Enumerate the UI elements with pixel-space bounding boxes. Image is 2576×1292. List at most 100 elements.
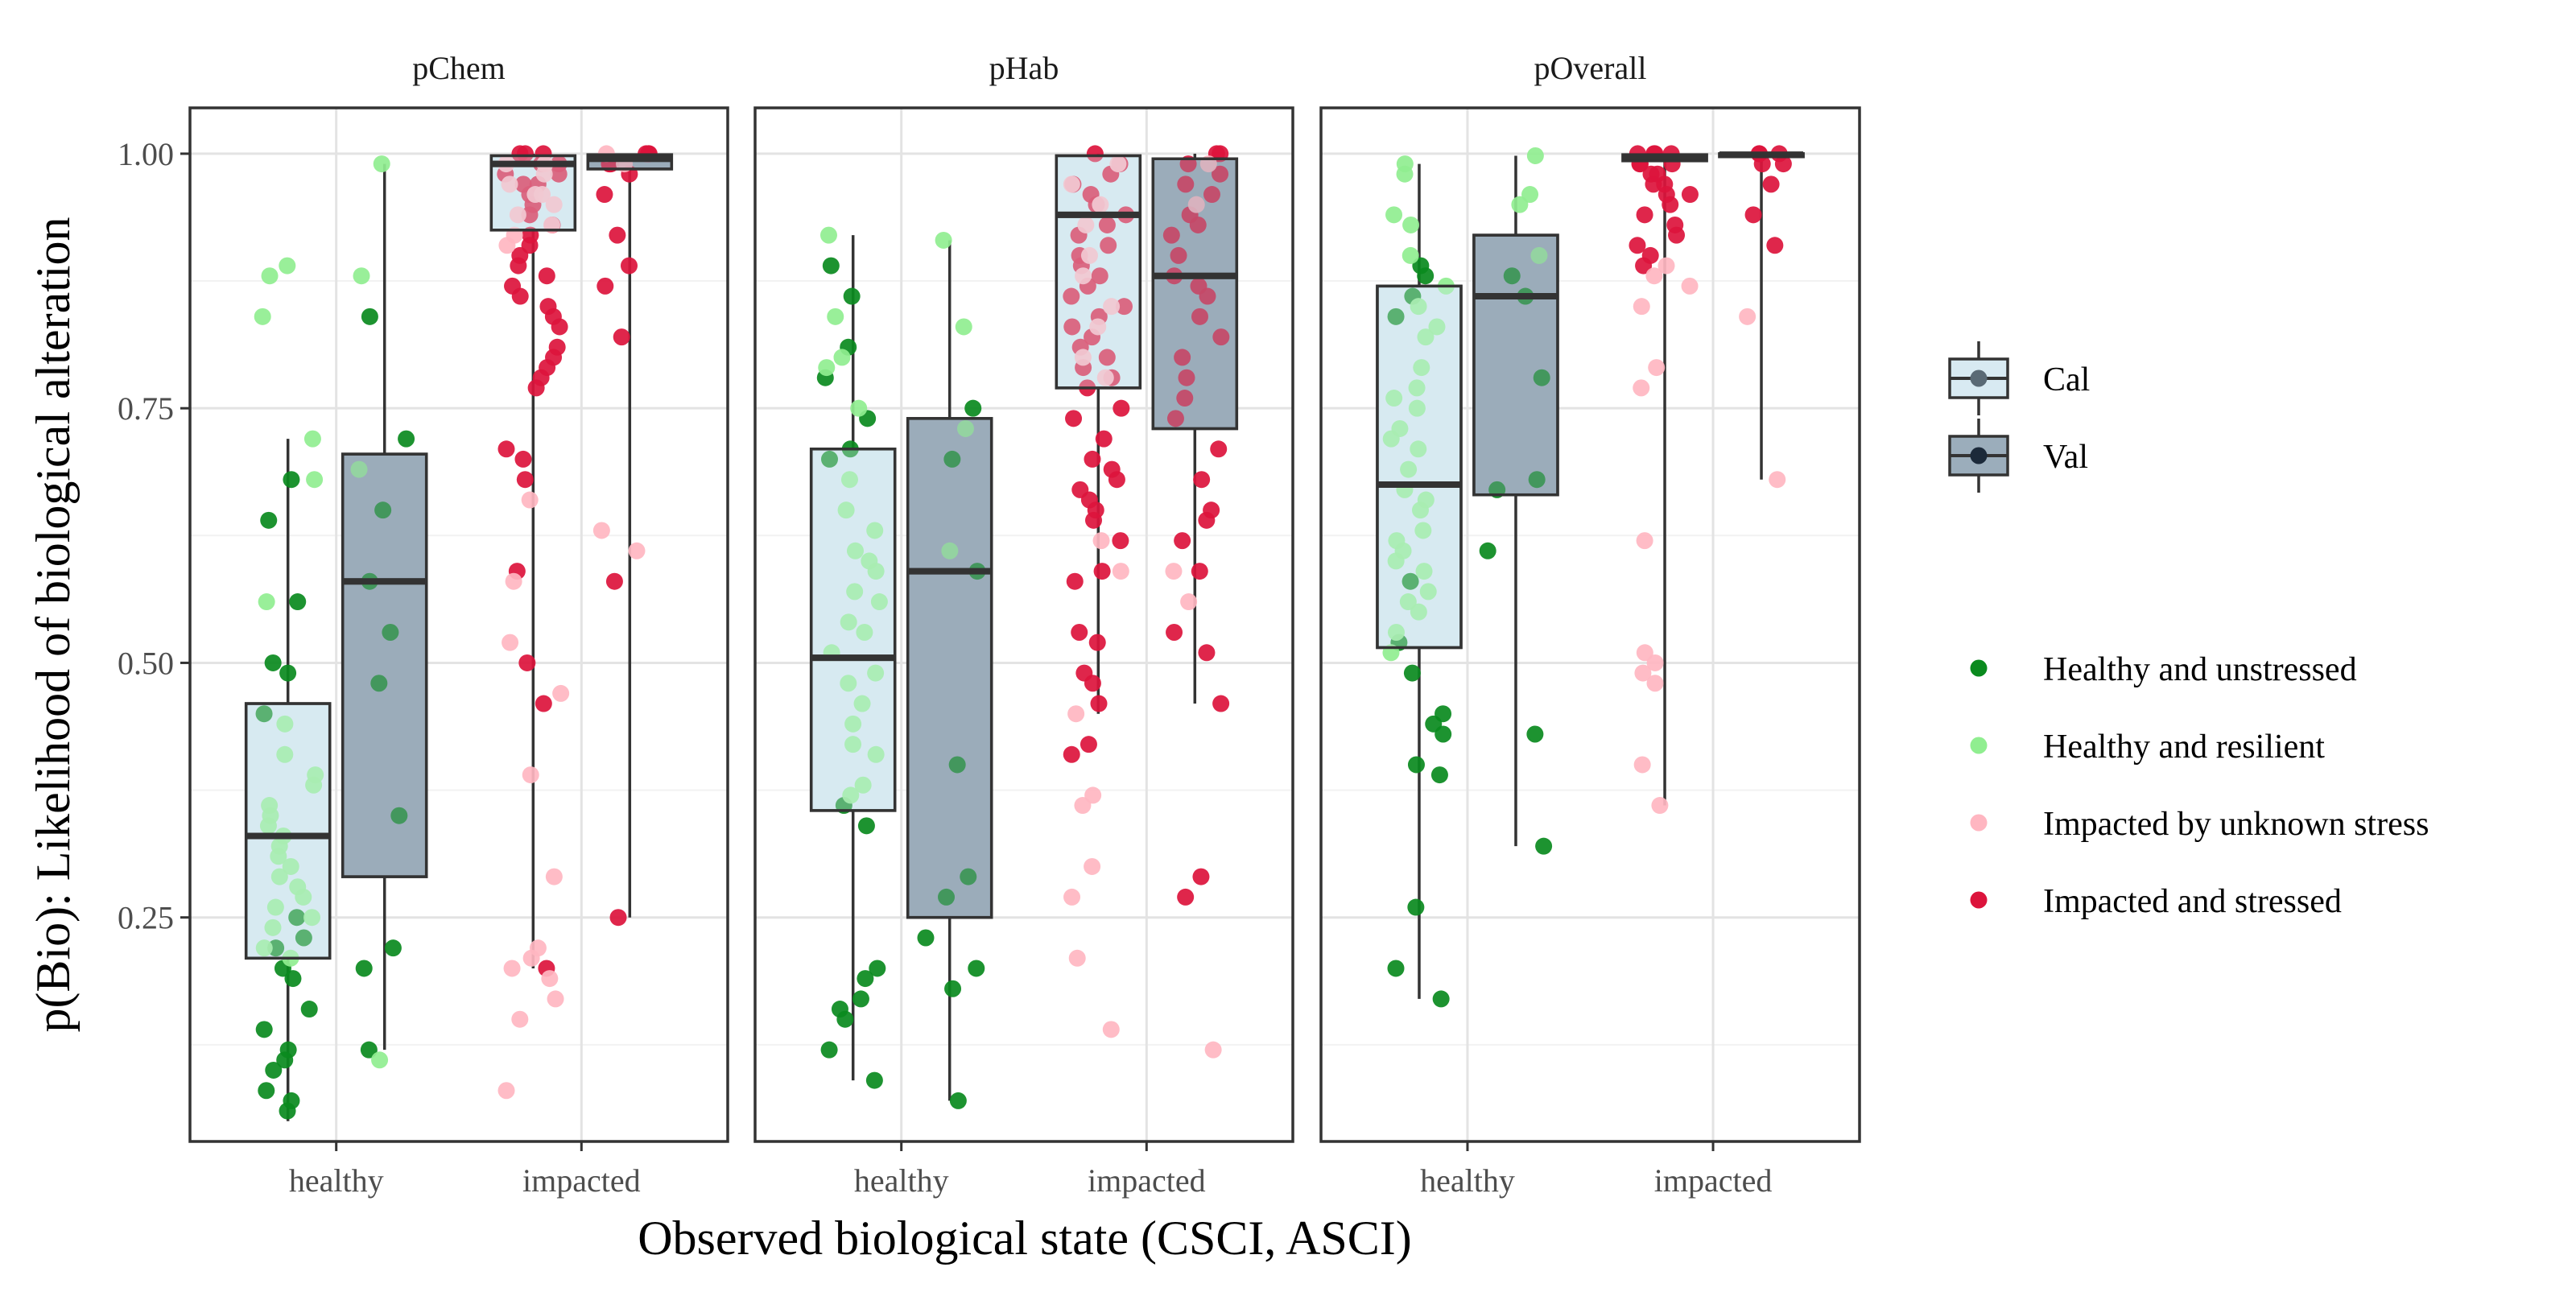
data-point-unknown bbox=[1769, 471, 1786, 489]
data-point-resilient bbox=[295, 888, 312, 906]
data-point-unknown bbox=[1092, 196, 1109, 213]
data-point-stressed bbox=[1112, 532, 1129, 550]
legend-label: Healthy and unstressed bbox=[2043, 651, 2357, 688]
panel-title: pOverall bbox=[1534, 50, 1647, 86]
data-point-resilient bbox=[276, 745, 294, 763]
data-point-unstressed bbox=[1528, 471, 1546, 489]
data-point-resilient bbox=[853, 695, 871, 712]
data-point-unstressed bbox=[289, 593, 307, 611]
data-point-unstressed bbox=[1479, 542, 1496, 559]
data-point-unknown bbox=[1096, 369, 1114, 386]
data-point-unstressed bbox=[917, 929, 935, 947]
data-point-resilient bbox=[371, 1051, 389, 1069]
data-point-stressed bbox=[1191, 308, 1208, 325]
data-point-resilient bbox=[861, 552, 878, 570]
box-overlay bbox=[1472, 233, 1559, 497]
data-point-resilient bbox=[1388, 532, 1406, 550]
data-point-unknown bbox=[503, 960, 521, 977]
data-point-unstressed bbox=[382, 623, 399, 641]
data-point-stressed bbox=[1170, 246, 1187, 264]
data-point-unknown bbox=[522, 766, 539, 784]
data-point-stressed bbox=[521, 206, 539, 224]
data-point-unknown bbox=[545, 196, 563, 213]
data-point-stressed bbox=[597, 277, 614, 295]
data-point-stressed bbox=[511, 287, 529, 305]
x-tick-label: healthy bbox=[854, 1162, 949, 1199]
data-point-unknown bbox=[1165, 563, 1183, 580]
data-point-stressed bbox=[1635, 257, 1653, 274]
legend-point-key bbox=[1970, 814, 1988, 832]
data-point-stressed bbox=[1113, 399, 1130, 417]
data-point-unstressed bbox=[1432, 990, 1450, 1008]
y-axis-title: p(Bio): Likelihood of biological alterat… bbox=[27, 217, 80, 1032]
legend-label: Cal bbox=[2043, 361, 2090, 398]
data-point-resilient bbox=[266, 898, 284, 916]
data-point-resilient bbox=[1526, 147, 1544, 164]
data-point-stressed bbox=[1088, 634, 1106, 651]
x-tick-label: impacted bbox=[522, 1162, 641, 1199]
data-point-stressed bbox=[1063, 745, 1080, 763]
data-point-unstressed bbox=[283, 471, 300, 489]
data-point-stressed bbox=[1084, 675, 1101, 692]
legend-point-key bbox=[1970, 737, 1988, 754]
legend-label: Impacted and stressed bbox=[2043, 883, 2342, 920]
data-point-unstressed bbox=[944, 980, 962, 997]
data-point-resilient bbox=[840, 675, 857, 692]
data-point-unstressed bbox=[279, 664, 297, 682]
data-point-stressed bbox=[596, 186, 613, 204]
box-overlay bbox=[489, 154, 577, 232]
data-point-resilient bbox=[818, 359, 836, 377]
data-point-unknown bbox=[498, 237, 516, 254]
data-point-stressed bbox=[1177, 888, 1195, 906]
data-point-resilient bbox=[270, 837, 288, 855]
data-point-unknown bbox=[1633, 298, 1650, 316]
box-overlay bbox=[1376, 284, 1463, 650]
data-point-unknown bbox=[1077, 216, 1095, 233]
data-point-resilient bbox=[1399, 593, 1417, 611]
data-point-resilient bbox=[856, 623, 873, 641]
panel-title: pChem bbox=[412, 50, 506, 86]
data-point-stressed bbox=[1744, 206, 1762, 224]
data-point-unknown bbox=[522, 949, 540, 967]
data-point-stressed bbox=[1212, 165, 1229, 183]
data-point-resilient bbox=[1396, 165, 1414, 183]
data-point-resilient bbox=[1417, 328, 1435, 346]
data-point-unknown bbox=[497, 1082, 515, 1100]
data-point-unknown bbox=[1634, 664, 1652, 682]
data-point-resilient bbox=[846, 583, 864, 601]
data-point-resilient bbox=[1400, 460, 1418, 478]
data-point-resilient bbox=[282, 857, 299, 875]
data-point-stressed bbox=[516, 471, 534, 489]
data-point-unstressed bbox=[820, 450, 838, 468]
data-point-stressed bbox=[1178, 369, 1195, 386]
data-point-stressed bbox=[1681, 186, 1699, 204]
data-point-resilient bbox=[279, 257, 296, 274]
data-point-stressed bbox=[1100, 237, 1117, 254]
data-point-resilient bbox=[261, 797, 279, 815]
data-point-unknown bbox=[509, 206, 526, 224]
data-point-unstressed bbox=[300, 1001, 318, 1018]
data-point-stressed bbox=[1174, 349, 1191, 366]
data-point-unknown bbox=[1180, 593, 1198, 611]
data-point-unknown bbox=[628, 542, 646, 559]
data-point-stressed bbox=[1103, 460, 1121, 478]
data-point-resilient bbox=[867, 664, 885, 682]
panel-background bbox=[190, 108, 728, 1141]
data-point-unknown bbox=[1084, 786, 1102, 804]
data-point-resilient bbox=[846, 542, 864, 559]
data-point-resilient bbox=[350, 460, 368, 478]
data-point-stressed bbox=[1668, 226, 1686, 244]
data-point-resilient bbox=[1408, 399, 1426, 417]
data-point-stressed bbox=[497, 440, 515, 458]
data-point-resilient bbox=[1410, 298, 1427, 316]
data-point-stressed bbox=[609, 909, 627, 927]
data-point-resilient bbox=[1402, 246, 1419, 264]
data-point-stressed bbox=[1636, 206, 1653, 224]
data-point-unstressed bbox=[1526, 725, 1544, 743]
data-point-stressed bbox=[1189, 216, 1207, 233]
data-point-resilient bbox=[1511, 196, 1529, 213]
data-point-stressed bbox=[1066, 572, 1084, 590]
x-tick-label: healthy bbox=[1420, 1162, 1515, 1199]
